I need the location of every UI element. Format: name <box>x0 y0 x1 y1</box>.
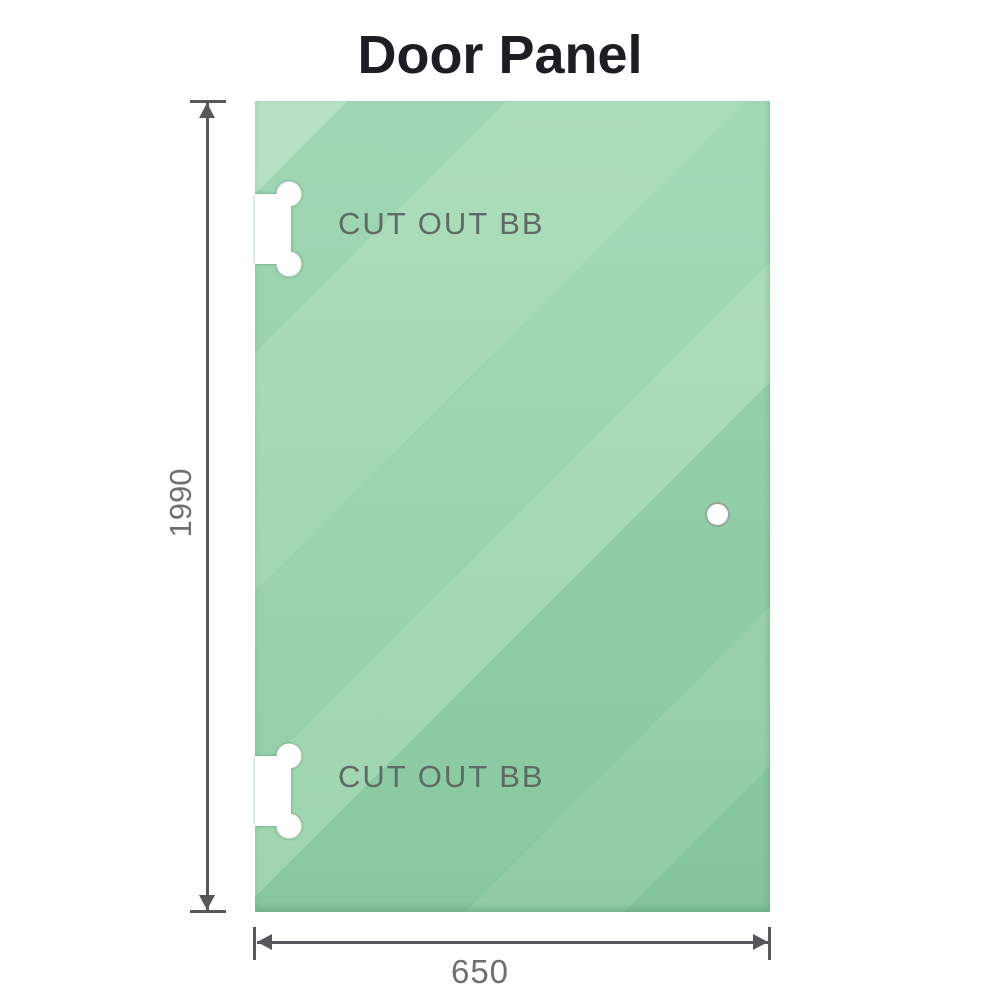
cutout-label-top: CUT OUT BB <box>338 206 545 241</box>
height-dimension-line <box>206 103 209 910</box>
width-dimension-cap-right <box>768 927 771 960</box>
width-dimension-arrow-left-icon <box>257 934 272 950</box>
width-dimension-label: 650 <box>450 953 510 990</box>
height-dimension-cap-top <box>190 100 226 103</box>
handle-hole-icon <box>705 502 730 527</box>
hinge-cutout-bottom-icon <box>255 743 302 839</box>
cutout-label-bottom: CUT OUT BB <box>338 759 545 794</box>
diagram-title: Door Panel <box>357 25 643 85</box>
height-dimension-label: 1990 <box>163 468 198 538</box>
height-dimension-cap-bottom <box>190 910 226 913</box>
door-panel-glass <box>255 101 770 912</box>
width-dimension-arrow-right-icon <box>753 934 768 950</box>
hinge-cutout-top-icon <box>255 181 302 277</box>
width-dimension-line <box>257 941 769 944</box>
width-dimension-cap-left <box>253 927 256 960</box>
height-dimension-arrow-up-icon <box>199 103 215 118</box>
height-dimension-arrow-down-icon <box>199 895 215 910</box>
